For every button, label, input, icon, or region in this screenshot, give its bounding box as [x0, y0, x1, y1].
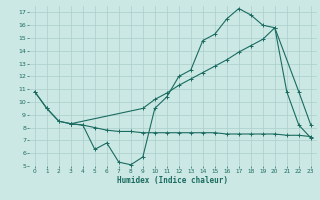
X-axis label: Humidex (Indice chaleur): Humidex (Indice chaleur) — [117, 176, 228, 185]
